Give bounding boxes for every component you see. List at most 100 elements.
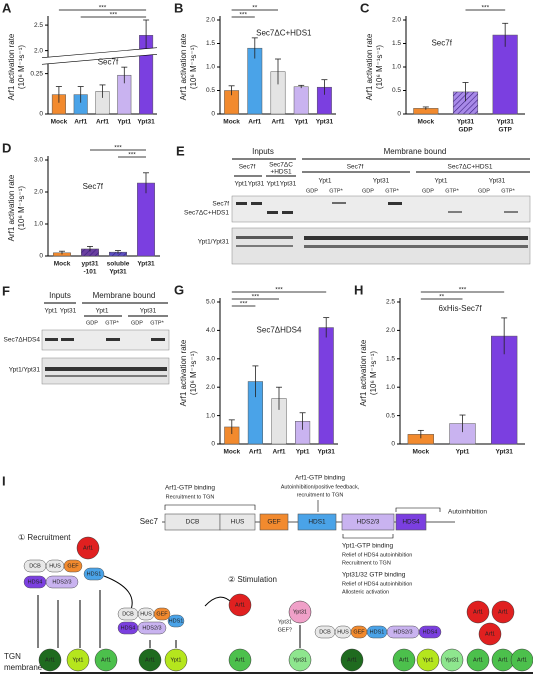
nucleotide: GTP* bbox=[150, 320, 164, 326]
band bbox=[388, 202, 402, 205]
chart-title: Sec7f bbox=[83, 182, 104, 191]
row-label: Sec7ΔHDS4 bbox=[4, 337, 41, 344]
y-tick-label: 0.5 bbox=[386, 412, 395, 419]
significance-label: ** bbox=[252, 5, 258, 12]
y-tick-label: 2.0 bbox=[206, 384, 215, 391]
x-tick-label: Mock bbox=[413, 449, 430, 456]
bar-chart: C Arf1 activation rate (10⁶ M⁻¹s⁻¹) 0 0.5 1.0… bbox=[360, 0, 525, 134]
band bbox=[251, 202, 262, 205]
arrow bbox=[37, 590, 101, 648]
domain-label: HDS2/3 bbox=[52, 579, 71, 585]
nucleotide: GDP bbox=[131, 320, 143, 326]
band bbox=[45, 338, 58, 341]
domain-label: HDS4 bbox=[121, 625, 136, 631]
blot-header: Inputs bbox=[252, 147, 274, 156]
arrow bbox=[149, 640, 177, 648]
domain-label: GEF bbox=[267, 519, 280, 526]
domain-label: HDS4 bbox=[28, 579, 43, 585]
protein-label: Arf1 bbox=[473, 657, 483, 663]
nucleotide-labels: GDP GTP* GDP GTP* GDP GTP* GDP GTP* bbox=[306, 188, 516, 194]
protein bbox=[138, 648, 162, 672]
protein-label: Arf1 bbox=[45, 657, 55, 663]
significance-label: *** bbox=[459, 287, 467, 294]
lane: Ypt31 bbox=[280, 181, 297, 188]
protein bbox=[416, 648, 440, 672]
blot-header: Inputs bbox=[49, 291, 71, 300]
band bbox=[332, 202, 346, 204]
break-mark bbox=[41, 47, 158, 59]
protein-label: Arf1 bbox=[517, 657, 527, 663]
y-tick-label: 2.0 bbox=[34, 47, 43, 54]
protein-label: Arf1 bbox=[485, 631, 495, 637]
y-tick-label: 0 bbox=[39, 111, 43, 118]
significance-label: *** bbox=[114, 145, 122, 152]
annotation: Ypt31/32 GTP binding bbox=[342, 572, 406, 579]
domain-label: DCB bbox=[319, 629, 331, 635]
x-tick-label: Arf1 bbox=[248, 119, 261, 126]
lane: Ypt31 bbox=[373, 178, 390, 185]
protein bbox=[466, 600, 490, 624]
protein bbox=[76, 536, 100, 560]
chart-title: Sec7ΔC+HDS1 bbox=[256, 28, 312, 37]
band bbox=[448, 211, 462, 213]
x-tick-label: Ypt31 bbox=[318, 449, 336, 456]
band bbox=[282, 211, 293, 214]
protein bbox=[228, 593, 252, 617]
y-tick-label: 3.0 bbox=[34, 157, 43, 164]
blot-header: Membrane bound bbox=[384, 147, 447, 156]
panel-letter: H bbox=[354, 282, 363, 297]
bar-chart: A Arf1 activation rate (10⁶ M⁻¹s⁻¹) 0 0.25 2.… bbox=[2, 0, 158, 126]
y-axis-label: Arf1 activation rate bbox=[359, 339, 368, 406]
protein bbox=[228, 648, 252, 672]
protein bbox=[66, 648, 90, 672]
band bbox=[267, 211, 278, 214]
domain bbox=[137, 621, 167, 635]
domain-label: DCB bbox=[29, 563, 41, 569]
band bbox=[504, 211, 518, 213]
domain bbox=[259, 513, 289, 531]
protein bbox=[392, 648, 416, 672]
break-mark bbox=[41, 54, 158, 65]
membrane-label: membrane bbox=[4, 663, 43, 672]
bar-hatch bbox=[81, 248, 99, 256]
x-tick-label: Ypt1 bbox=[296, 449, 310, 456]
protein-label: Sec7 bbox=[140, 517, 159, 526]
protein bbox=[164, 648, 188, 672]
chart-title: Sec7ΔHDS4 bbox=[257, 326, 302, 335]
chart-title: Sec7f bbox=[431, 39, 452, 48]
protein-label: Ypt1 bbox=[73, 657, 84, 663]
x-tick-label: Ypt31 bbox=[457, 119, 475, 126]
construct: Sec7ΔC+HDS1 bbox=[448, 164, 493, 171]
y-tick-label: 0.25 bbox=[30, 70, 43, 77]
blot-membrane bbox=[231, 195, 531, 223]
x-tick-label: Ypt31 bbox=[495, 449, 513, 456]
x-tick-label: -101 bbox=[83, 269, 96, 276]
y-axis-label: Arf1 activation rate bbox=[365, 33, 374, 100]
y-tick-label: 1.0 bbox=[206, 412, 215, 419]
panel-letter: B bbox=[174, 0, 183, 15]
nucleotide: GDP bbox=[306, 188, 318, 194]
domain bbox=[297, 513, 337, 531]
domain-label: HDS1 bbox=[370, 629, 385, 635]
y-tick-label: 2.0 bbox=[34, 189, 43, 196]
protein-label: Ypt1 bbox=[171, 657, 182, 663]
x-tick-label: soluble bbox=[107, 261, 130, 268]
protein bbox=[440, 648, 464, 672]
lane: Ypt31 bbox=[489, 178, 506, 185]
domain-label: DCB bbox=[122, 611, 134, 617]
x-tick-label: Mock bbox=[54, 261, 71, 268]
domain bbox=[418, 625, 442, 639]
protein-label: Arf1 bbox=[235, 602, 245, 608]
y-tick-label: 2.0 bbox=[386, 327, 395, 334]
annotation: Relief of HDS4 autoinhibition bbox=[342, 581, 412, 587]
bar bbox=[293, 86, 309, 115]
lane: Ypt1 bbox=[319, 178, 332, 185]
y-tick-label: 1.5 bbox=[386, 356, 395, 363]
significance-label: *** bbox=[128, 152, 136, 159]
x-tick-label: Arf1 bbox=[96, 119, 109, 126]
significance-label: *** bbox=[240, 301, 248, 308]
nucleotide: GTP* bbox=[501, 188, 515, 194]
x-tick-label: Mock bbox=[51, 119, 68, 126]
band bbox=[106, 338, 120, 341]
lane: Ypt31 bbox=[140, 308, 157, 315]
